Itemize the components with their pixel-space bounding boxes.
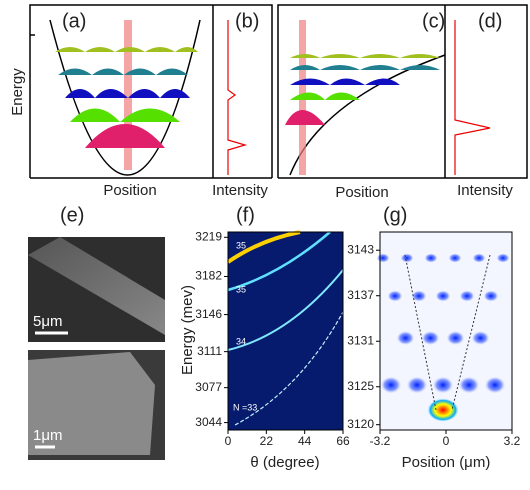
mode-spot: [483, 290, 499, 302]
y-tick-label: 3143: [347, 242, 374, 256]
scale-label: 5μm: [33, 313, 62, 330]
x-tick-label: 22: [260, 434, 274, 448]
y-tick-label: 3111: [197, 344, 222, 358]
y-tick-label: 3137: [347, 288, 374, 302]
y-tick-label: 3219: [195, 229, 222, 243]
mode-spot: [471, 330, 490, 346]
axis-label: Energy: [9, 68, 26, 116]
panel-label: (c): [422, 10, 445, 32]
panel-label: (d): [478, 10, 502, 32]
y-tick-label: 3077: [195, 380, 222, 394]
image-frame: [379, 231, 513, 431]
axis-label: Energy (mev): [179, 285, 196, 375]
mode-number: 35: [236, 240, 246, 250]
mode-spot: [448, 253, 462, 263]
panel-label: (f): [236, 204, 255, 226]
spectrum-b: [227, 20, 248, 175]
axis-label: Position (μm): [402, 454, 491, 471]
mode-spot: [406, 376, 428, 394]
mode-spot: [484, 376, 506, 394]
mode-spot: [458, 376, 480, 394]
dispersion-image: [228, 232, 343, 430]
beam: [124, 20, 132, 170]
mode-spot: [411, 290, 427, 302]
y-tick-label: 3125: [347, 379, 374, 393]
mode-spot: [421, 330, 440, 346]
dispersion-bands: [226, 230, 344, 426]
panel-label: (g): [383, 204, 407, 226]
panel-label: (a): [62, 10, 86, 32]
x-tick-label: 3.2: [504, 434, 521, 448]
spectrum-d: [454, 20, 491, 175]
mode-number: N =33: [233, 402, 257, 412]
modes-c: [285, 54, 440, 125]
x-tick-label: 44: [298, 434, 312, 448]
x-tick-label: 0: [225, 434, 232, 448]
panel-label: (e): [60, 204, 84, 226]
x-tick-label: -3.2: [370, 434, 391, 448]
axis-label: Position: [335, 184, 388, 201]
mode-spot: [424, 253, 438, 263]
sem-wire: [28, 352, 155, 455]
mode-number: 34: [236, 336, 246, 346]
scale-label: 1μm: [33, 427, 62, 444]
sem-wire: [28, 237, 165, 335]
mode-spot: [380, 376, 402, 394]
mode-spot: [459, 290, 475, 302]
ground-mode: [427, 398, 459, 422]
y-tick-label: 3131: [347, 333, 374, 347]
y-tick-label: 3120: [347, 417, 374, 431]
envelope: [404, 254, 491, 411]
mode-spot: [376, 253, 390, 263]
mode-spot: [432, 376, 454, 394]
y-tick-label: 3182: [195, 269, 222, 283]
mode-spot: [435, 290, 451, 302]
mode-spot: [387, 290, 403, 302]
mode-spot: [496, 253, 510, 263]
axis-label: Intensity: [212, 182, 268, 199]
x-tick-label: 66: [336, 434, 350, 448]
x-tick-label: 0: [443, 434, 450, 448]
panel-label: (b): [235, 10, 259, 32]
y-tick-label: 3044: [195, 415, 222, 429]
mode-spot: [396, 330, 415, 346]
modes-a: [55, 47, 198, 148]
axis-label: θ (degree): [250, 454, 319, 471]
mode-spot: [446, 330, 465, 346]
mode-spot: [400, 253, 414, 263]
axis-label: Position: [103, 182, 156, 199]
axis-label: Intensity: [457, 182, 513, 199]
mode-spot: [472, 253, 486, 263]
axes-frame: [227, 231, 344, 431]
y-tick-label: 3146: [195, 307, 222, 321]
mode-number: 35: [236, 284, 246, 294]
